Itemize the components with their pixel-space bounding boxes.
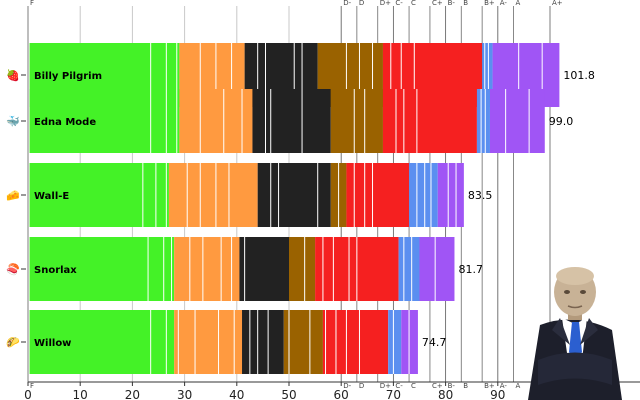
bar-segment [382,89,477,153]
cheese-icon: 🧀 [6,189,20,202]
x-tick-label: 60 [334,388,349,400]
bar-segment [437,163,464,227]
bar-segment [322,310,389,374]
bar-segment [252,89,331,153]
x-tick-label: 40 [229,388,244,400]
grade-label-top: A [515,0,520,7]
category-label: Snorlax [34,265,77,276]
x-tick-label: 30 [177,388,192,400]
x-tick-label: 90 [490,388,505,400]
bar-segment [289,237,316,301]
grade-label-top: C- [395,0,403,7]
bar-segment [409,163,438,227]
bar-segment [398,237,420,301]
grade-label-bottom: D+ [380,382,391,390]
labels-layer: Billy Pilgrim 🍓 101.8 Edna Mode 🐳 99.0 Wall-E 🧀… [6,69,595,349]
sushi-icon: 🍣 [6,262,20,276]
grade-label-top: C [411,0,416,7]
grade-label-top: B- [448,0,456,7]
x-tick-label: 70 [386,388,401,400]
grade-label-bottom: C+ [432,382,443,390]
x-tick-label: 0 [24,388,32,400]
grade-label-bottom: C [411,382,416,390]
grade-label-bottom: B- [448,382,456,390]
category-label: Billy Pilgrim [34,71,102,82]
bars-layer [29,43,560,374]
category-label: Edna Mode [34,117,96,128]
bar-segment [401,310,418,374]
total-value-label: 101.8 [563,69,595,82]
total-value-label: 83.5 [468,189,493,202]
bar-segment [283,310,323,374]
grade-label-top: A+ [552,0,563,7]
grade-label-bottom: A [515,382,520,390]
grade-label-bottom: B+ [484,382,495,390]
bar-segment [489,89,545,153]
total-value-label: 99.0 [549,115,574,128]
meme-man-figure [528,267,622,400]
bar-segment [29,89,180,153]
x-tick-label: 10 [73,388,88,400]
grade-label-top: F [30,0,34,7]
grade-label-bottom: D [359,382,364,390]
grade-label-top: D [359,0,364,7]
bar-segment [330,89,383,153]
bar-segment [29,163,169,227]
taco-icon: 🌮 [6,336,20,349]
grade-label-bottom: C- [395,382,403,390]
grade-label-top: D- [343,0,351,7]
grade-label-bottom: B [463,382,468,390]
grade-label-top: A- [500,0,508,7]
x-tick-label: 80 [438,388,453,400]
total-value-label: 81.7 [458,263,483,276]
total-value-label: 74.7 [422,336,447,349]
grade-label-bottom: F [30,382,34,390]
bar-segment [388,310,402,374]
bar-segment [257,163,331,227]
grade-label-top: C+ [432,0,443,7]
category-label: Willow [34,338,71,349]
strawberry-icon: 🍓 [6,69,20,82]
bar-segment [346,163,410,227]
bar-segment [242,310,284,374]
bar-segment [29,310,175,374]
bar-segment [482,43,493,107]
bar-segment [168,163,258,227]
category-label: Wall-E [34,191,69,202]
bar-segment [174,310,243,374]
bar-segment [179,89,253,153]
grade-label-top: B [463,0,468,7]
bar-segment [419,237,455,301]
bar-segment [29,237,175,301]
bar-segment [174,237,240,301]
bar-segment [476,89,490,153]
grade-label-top: B+ [484,0,495,7]
whale-icon: 🐳 [6,115,20,128]
grade-label-bottom: A- [500,382,508,390]
x-tick-label: 50 [281,388,296,400]
grade-label-bottom: D- [343,382,351,390]
x-tick-label: 20 [125,388,140,400]
grade-label-top: D+ [380,0,391,7]
bar-segment [239,237,289,301]
